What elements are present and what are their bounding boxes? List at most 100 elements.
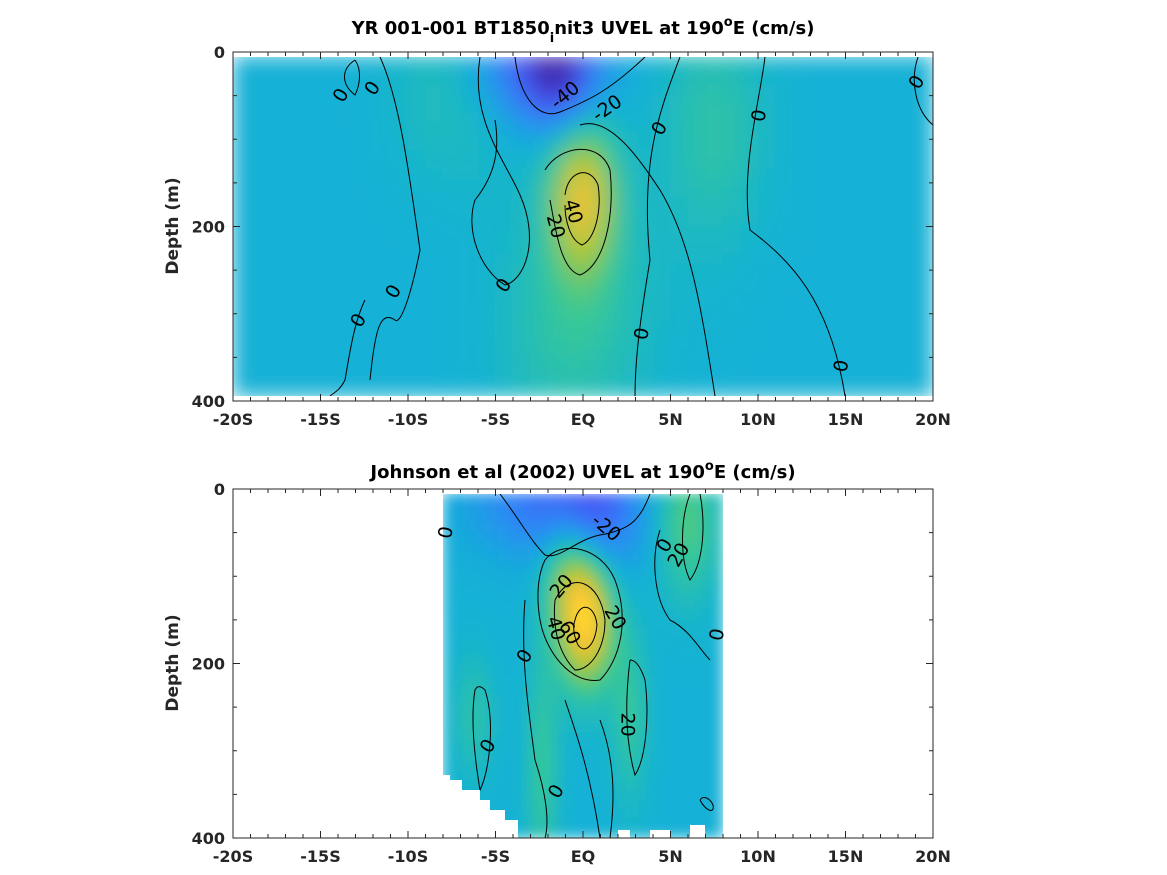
heatmap-cell: [687, 235, 706, 246]
heatmap-cell: [495, 263, 514, 275]
heatmap-cell: [740, 254, 759, 265]
heatmap-cell: [827, 159, 846, 171]
heatmap-cell: [233, 367, 251, 379]
heatmap-cell: [547, 178, 566, 190]
heatmap-cell: [491, 780, 500, 791]
heatmap-cell: [512, 665, 521, 676]
heatmap-cell: [582, 494, 591, 504]
heatmap-cell: [320, 244, 339, 256]
heatmap-cell: [617, 103, 636, 114]
heatmap-cell: [547, 311, 566, 322]
heatmap-cell: [442, 244, 461, 256]
heatmap-cell: [740, 169, 759, 180]
heatmap-cell: [526, 494, 535, 504]
heatmap-cell: [442, 159, 461, 171]
heatmap-cell: [512, 732, 521, 743]
heatmap-cell: [547, 320, 566, 331]
heatmap-cell: [407, 140, 426, 152]
heatmap-cell: [897, 263, 916, 275]
heatmap-cell: [407, 235, 426, 246]
heatmap-cell: [673, 665, 682, 676]
heatmap-cell: [680, 799, 689, 810]
heatmap-cell: [603, 684, 612, 695]
heatmap-cell: [915, 254, 933, 265]
heatmap-cell: [652, 502, 661, 514]
heatmap-cell: [810, 74, 829, 86]
heatmap-cell: [694, 502, 703, 514]
heatmap-cell: [320, 320, 339, 331]
heatmap-cell: [250, 188, 269, 199]
heatmap-cell: [666, 703, 675, 715]
heatmap-cell: [880, 169, 899, 180]
heatmap-cell: [425, 131, 444, 142]
heatmap-cell: [547, 216, 566, 227]
heatmap-cell: [810, 311, 829, 322]
heatmap-cell: [582, 540, 591, 552]
heatmap-cell: [477, 512, 486, 523]
heatmap-cell: [708, 674, 717, 686]
heatmap-cell: [722, 254, 741, 265]
heatmap-cell: [491, 693, 500, 705]
heatmap-cell: [512, 713, 521, 724]
heatmap-cell: [792, 273, 811, 284]
heatmap-cell: [547, 808, 556, 820]
heatmap-cell: [617, 540, 626, 552]
heatmap-cell: [600, 226, 619, 237]
chart-title-top: YR 001-001 BT1850init3 UVEL at 190oE (cm…: [351, 15, 815, 46]
heatmap-cell: [596, 732, 605, 743]
heatmap-cell: [519, 655, 528, 667]
heatmap-cell: [862, 348, 881, 360]
heatmap-cell: [250, 244, 269, 256]
heatmap-cell: [680, 588, 689, 600]
heatmap-cell: [722, 103, 741, 114]
heatmap-cell: [603, 818, 612, 829]
heatmap-cell: [687, 818, 696, 829]
heatmap-cell: [547, 617, 556, 628]
heatmap-cell: [722, 131, 741, 142]
heatmap-cell: [512, 770, 521, 782]
heatmap-cell: [565, 74, 584, 86]
heatmap-cell: [565, 254, 584, 265]
heatmap-cell: [320, 377, 339, 388]
heatmap-cell: [673, 569, 682, 581]
heatmap-cell: [645, 512, 654, 523]
heatmap-cell: [449, 693, 458, 705]
heatmap-cell: [449, 636, 458, 648]
heatmap-cell: [442, 188, 461, 199]
heatmap-cell: [568, 665, 577, 676]
heatmap-cell: [666, 588, 675, 600]
heatmap-cell: [666, 502, 675, 514]
heatmap-cell: [250, 348, 269, 360]
heatmap-cell: [372, 226, 391, 237]
title-superscript: o: [724, 15, 733, 30]
heatmap-cell: [498, 569, 507, 581]
heatmap-cell: [705, 207, 724, 218]
heatmap-cell: [617, 502, 626, 514]
heatmap-cell: [687, 540, 696, 552]
heatmap-cell: [740, 320, 759, 331]
heatmap-cell: [659, 521, 668, 533]
heatmap-cell: [645, 636, 654, 648]
heatmap-cell: [705, 197, 724, 209]
heatmap-cell: [390, 159, 409, 171]
heatmap-cell: [600, 254, 619, 265]
heatmap-cell: [775, 84, 794, 95]
heatmap-cell: [673, 626, 682, 638]
heatmap-cell: [407, 367, 426, 379]
heatmap-cell: [635, 84, 654, 95]
heatmap-cell: [267, 282, 286, 294]
heatmap-cell: [565, 377, 584, 388]
heatmap-cell: [708, 741, 717, 753]
heatmap-cell: [540, 636, 549, 648]
heatmap-cell: [582, 751, 591, 762]
heatmap-cell: [512, 207, 531, 218]
heatmap-cell: [491, 732, 500, 743]
heatmap-cell: [603, 808, 612, 820]
heatmap-cell: [631, 722, 640, 734]
x-axis-bottom: -20S -15S -10S -5S EQ 5N 10N 15N 20N: [213, 489, 951, 866]
heatmap-cell: [443, 655, 451, 667]
heatmap-cell: [575, 636, 584, 648]
heatmap-cell: [498, 780, 507, 791]
heatmap-cell: [827, 301, 846, 313]
heatmap-cell: [456, 550, 465, 561]
